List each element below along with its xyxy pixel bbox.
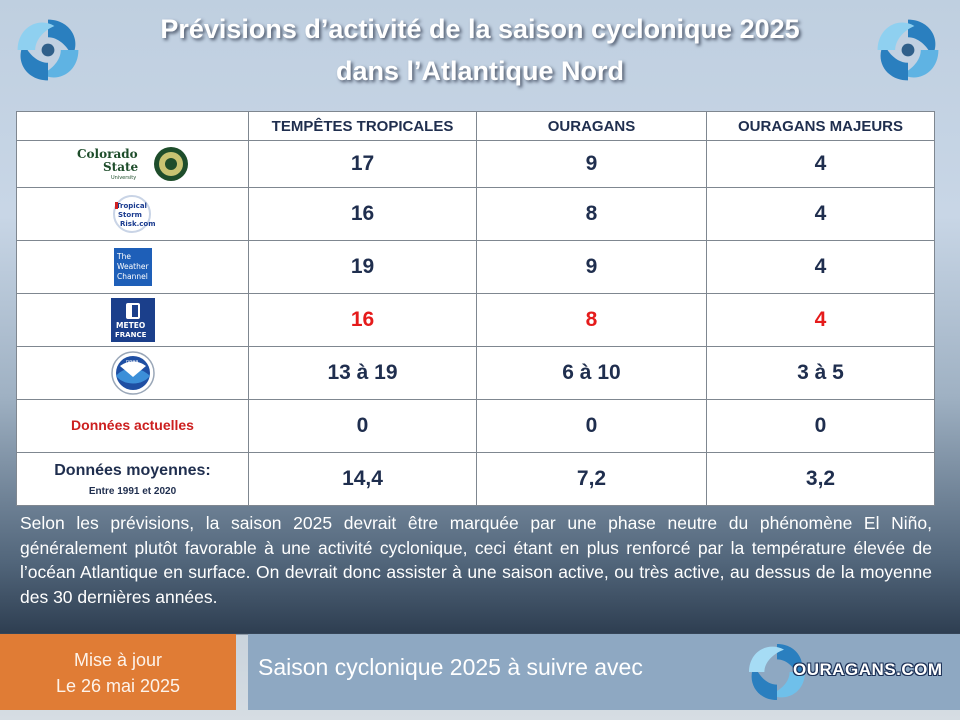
source-cell: METEO FRANCE [16,293,249,347]
svg-text:State: State [103,160,139,174]
table-row: Données actuelles 0 0 0 [16,399,935,453]
table-row: noaa 13 à 19 6 à 10 3 à 5 [16,346,935,400]
major-hurricanes-value: 4 [706,140,935,188]
update-date: Le 26 mai 2025 [55,676,181,696]
table-row: Tropical Storm Risk.com 16 8 4 [16,187,935,241]
svg-text:Tropical: Tropical [116,202,147,210]
svg-text:Channel: Channel [117,272,148,281]
table-row: Colorado State University 17 9 4 [16,140,935,188]
svg-text:FRANCE: FRANCE [115,331,147,339]
hurricane-swirl-icon [749,644,805,700]
svg-text:noaa: noaa [126,359,138,365]
tropical-storm-risk-logo: Tropical Storm Risk.com [112,195,156,233]
header-hurricanes: OURAGANS [476,111,707,141]
weather-channel-logo: The Weather Channel [113,248,152,286]
hurricanes-value: 9 [476,140,707,188]
footer-text: Saison cyclonique 2025 à suivre avec [258,654,643,680]
tropical-storms-value: 16 [248,187,477,241]
table-header-row: TEMPÊTES TROPICALES OURAGANS OURAGANS MA… [16,111,935,141]
header-major-hurricanes: OURAGANS MAJEURS [706,111,935,141]
svg-text:Colorado: Colorado [77,147,138,161]
source-cell: Tropical Storm Risk.com [16,187,249,241]
hurricanes-value: 0 [476,399,707,453]
svg-text:Weather: Weather [117,262,149,271]
table-row: METEO FRANCE 16 8 4 [16,293,935,347]
hurricane-swirl-icon [17,19,79,81]
svg-text:The: The [116,252,131,261]
hurricanes-value: 8 [476,187,707,241]
hurricanes-value: 8 [476,293,707,347]
source-cell: Données moyennes: Entre 1991 et 2020 [16,452,249,506]
update-badge: Mise à jour Le 26 mai 2025 [0,634,236,710]
major-hurricanes-value: 3,2 [706,452,935,506]
tropical-storms-value: 16 [248,293,477,347]
header-tropical-storms: TEMPÊTES TROPICALES [248,111,477,141]
major-hurricanes-value: 0 [706,399,935,453]
table-row: Données moyennes: Entre 1991 et 2020 14,… [16,452,935,506]
footer-banner: Saison cyclonique 2025 à suivre avec OUR… [248,634,960,710]
major-hurricanes-value: 3 à 5 [706,346,935,400]
source-cell: noaa [16,346,249,400]
svg-text:Storm: Storm [118,211,142,219]
brand-logo[interactable]: OURAGANS.COM [793,660,943,679]
major-hurricanes-value: 4 [706,293,935,347]
source-cell: Données actuelles [16,399,249,453]
header-source [16,111,249,141]
major-hurricanes-value: 4 [706,187,935,241]
tropical-storms-value: 14,4 [248,452,477,506]
colorado-state-university-logo: Colorado State University [77,147,188,181]
update-label: Mise à jour [73,650,163,670]
hurricanes-value: 6 à 10 [476,346,707,400]
table-row: The Weather Channel 19 9 4 [16,240,935,294]
hurricanes-value: 9 [476,240,707,294]
average-period-label: Entre 1991 et 2020 [88,485,177,497]
hurricane-swirl-icon [877,19,939,81]
tropical-storms-value: 13 à 19 [248,346,477,400]
hurricanes-value: 7,2 [476,452,707,506]
forecast-paragraph: Selon les prévisions, la saison 2025 dev… [20,513,932,607]
svg-text:METEO: METEO [116,321,145,330]
title-line-2: dans l’Atlantique Nord [335,56,624,86]
major-hurricanes-value: 4 [706,240,935,294]
tropical-storms-value: 17 [248,140,477,188]
svg-text:Risk.com: Risk.com [120,220,156,228]
page-title: Prévisions d’activité de la saison cyclo… [90,8,870,92]
source-cell: Colorado State University [16,140,249,188]
svg-text:University: University [111,175,136,181]
tropical-storms-value: 19 [248,240,477,294]
tropical-storms-value: 0 [248,399,477,453]
title-line-1: Prévisions d’activité de la saison cyclo… [160,14,800,44]
average-data-label: Données moyennes: [54,461,211,479]
current-data-label: Données actuelles [71,417,194,433]
noaa-logo: noaa [110,351,155,395]
meteo-france-logo: METEO FRANCE [110,298,155,342]
forecast-table: TEMPÊTES TROPICALES OURAGANS OURAGANS MA… [16,111,935,506]
source-cell: The Weather Channel [16,240,249,294]
